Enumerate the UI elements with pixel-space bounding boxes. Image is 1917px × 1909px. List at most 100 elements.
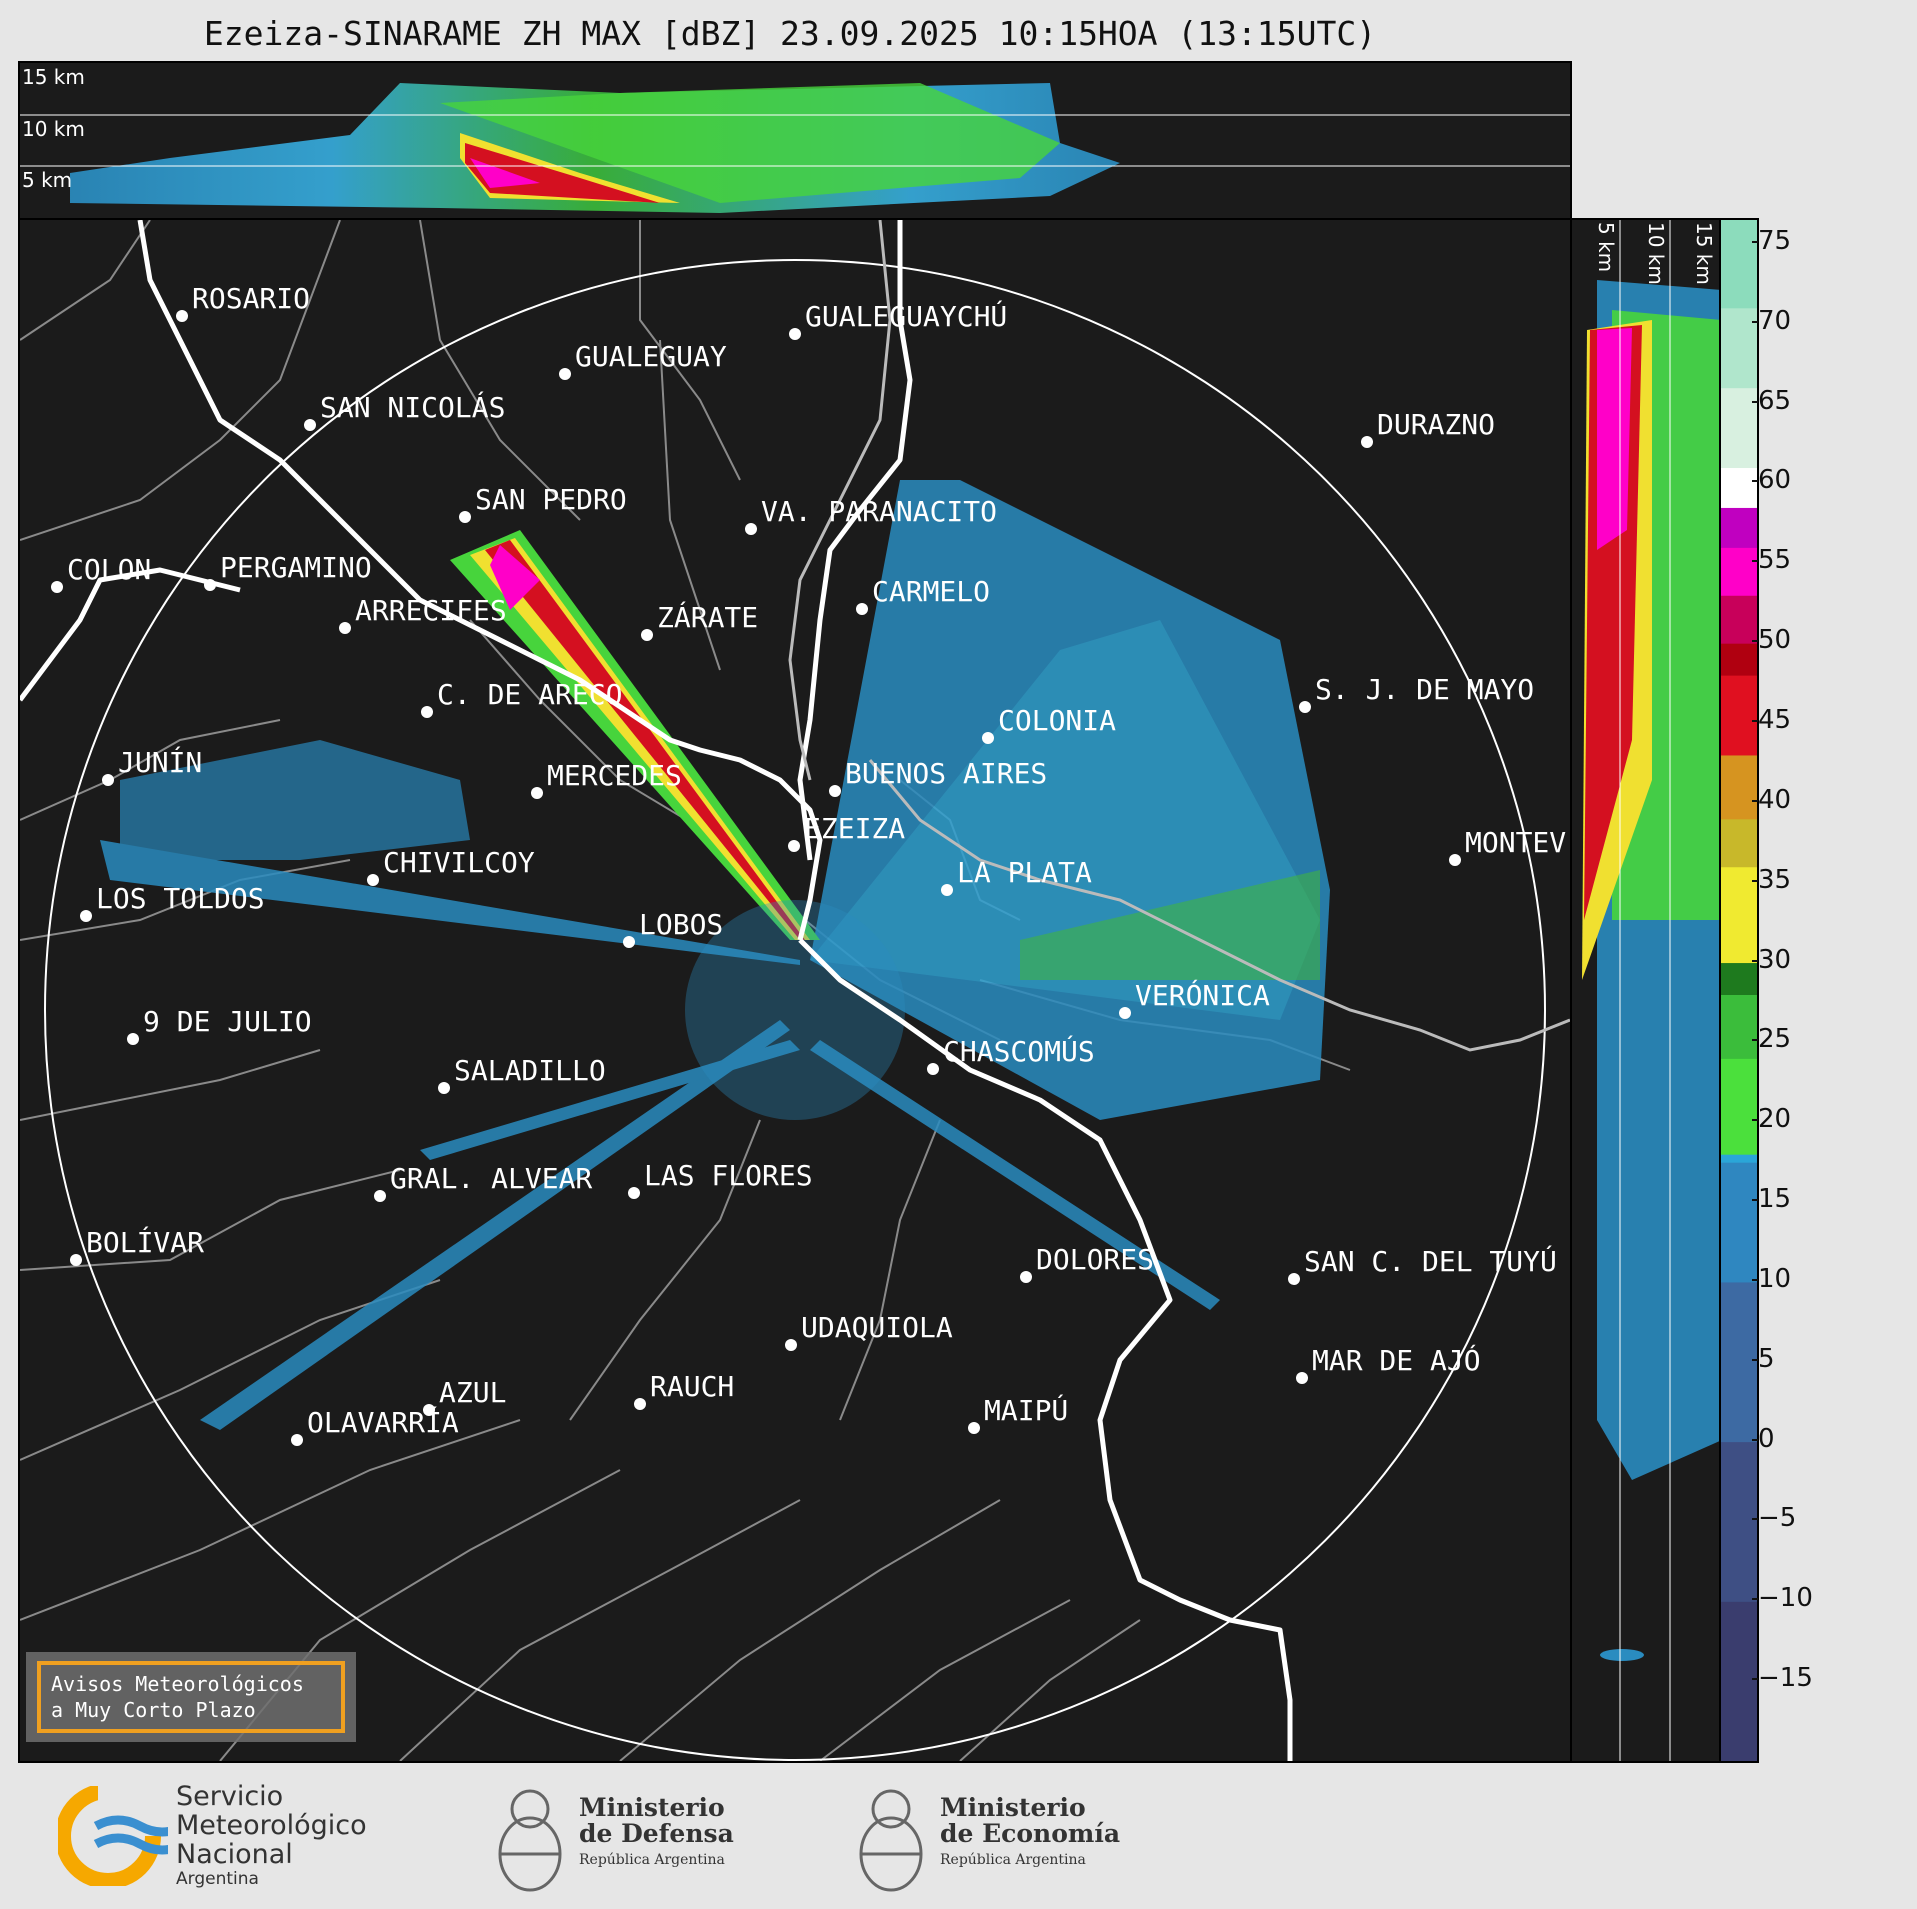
colorbar-bands xyxy=(1721,220,1757,1761)
city-dot xyxy=(641,629,653,641)
city-dot xyxy=(628,1187,640,1199)
city-dot xyxy=(559,368,571,380)
city-marker: LOBOS xyxy=(623,908,723,948)
height-label-15km: 15 km xyxy=(22,65,85,89)
city-label: LA PLATA xyxy=(957,856,1092,889)
city-marker: MONTEV xyxy=(1449,826,1566,866)
city-label: EZEIZA xyxy=(804,812,905,845)
notice-line-1: Avisos Meteorológicos xyxy=(51,1672,304,1696)
top-cross-section-plot xyxy=(20,83,1570,213)
city-marker: RAUCH xyxy=(634,1370,734,1410)
city-marker: MERCEDES xyxy=(531,759,682,799)
city-dot xyxy=(1119,1007,1131,1019)
city-marker: LAS FLORES xyxy=(628,1159,813,1199)
city-label: LAS FLORES xyxy=(644,1159,813,1192)
footer-logos: Servicio Meteorológico Nacional Argentin… xyxy=(0,1762,1917,1909)
colorbar-tick-label: 40 xyxy=(1751,784,1792,815)
city-dot xyxy=(927,1063,939,1075)
city-label: OLAVARRÍA xyxy=(307,1405,459,1439)
city-label: COLON xyxy=(67,553,151,586)
colorbar-tick-label: 10 xyxy=(1751,1263,1792,1294)
city-label: BUENOS AIRES xyxy=(845,757,1047,790)
colorbar-band xyxy=(1721,1441,1757,1602)
notice-line-2: a Muy Corto Plazo xyxy=(51,1698,256,1722)
economia-line-2: de Economía xyxy=(940,1819,1121,1848)
city-marker: CHASCOMÚS xyxy=(927,1034,1095,1075)
city-dot xyxy=(829,785,841,797)
city-marker: COLONIA xyxy=(982,704,1116,744)
city-marker: EZEIZA xyxy=(788,812,905,852)
colorbar-tick-label: 70 xyxy=(1751,305,1792,336)
colorbar-tick-label: 65 xyxy=(1751,385,1792,416)
city-marker: MAR DE AJÓ xyxy=(1296,1343,1481,1384)
city-dot xyxy=(1299,701,1311,713)
city-label: C. DE ARECO xyxy=(437,678,622,711)
city-marker: SAN NICOLÁS xyxy=(304,390,505,431)
side-cross-section-panel: 5 km 10 km 15 km xyxy=(1570,218,1722,1763)
city-label: ZÁRATE xyxy=(657,600,758,634)
city-dot xyxy=(304,419,316,431)
colorbar-tick-label: 15 xyxy=(1751,1184,1792,1215)
city-dot xyxy=(785,1339,797,1351)
city-marker: CHIVILCOY xyxy=(367,846,535,886)
colorbar-band xyxy=(1721,818,1757,868)
city-marker: SAN PEDRO xyxy=(459,483,627,523)
city-dot xyxy=(438,1082,450,1094)
defensa-logo: Ministerio de Defensa República Argentin… xyxy=(495,1774,734,1894)
city-marker: MAIPÚ xyxy=(968,1393,1068,1434)
colorbar-tick-label: 25 xyxy=(1751,1024,1792,1055)
city-marker: PERGAMINO xyxy=(204,551,372,591)
colorbar-tick-label: −5 xyxy=(1751,1503,1797,1534)
city-marker: AZUL xyxy=(423,1376,506,1416)
city-marker: CARMELO xyxy=(856,575,990,615)
colorbar-band xyxy=(1721,307,1757,389)
height-label-5km: 5 km xyxy=(22,168,73,192)
city-label: 9 DE JULIO xyxy=(143,1005,312,1038)
city-marker: C. DE ARECO xyxy=(421,678,622,718)
city-dot xyxy=(423,1404,435,1416)
city-label: PERGAMINO xyxy=(220,551,372,584)
city-dot xyxy=(374,1190,386,1202)
height-label-10km: 10 km xyxy=(22,117,85,141)
colorbar-tick-label: 55 xyxy=(1751,545,1792,576)
colorbar-tick-label: −15 xyxy=(1752,1663,1813,1694)
economia-line-3: República Argentina xyxy=(940,1852,1086,1868)
city-label: AZUL xyxy=(439,1376,506,1409)
city-label: CHIVILCOY xyxy=(383,846,535,879)
top-cross-section-panel: 15 km 10 km 5 km xyxy=(18,61,1572,220)
city-dot xyxy=(204,579,216,591)
coat-of-arms-icon xyxy=(498,1789,562,1892)
city-label: MAIPÚ xyxy=(984,1393,1068,1427)
colorbar-band xyxy=(1721,1281,1757,1443)
city-dot xyxy=(531,787,543,799)
city-dot xyxy=(982,732,994,744)
city-marker: 9 DE JULIO xyxy=(127,1005,312,1045)
city-marker: JUNÍN xyxy=(102,745,202,786)
side-height-label-10km: 10 km xyxy=(1644,222,1668,285)
admin-borders xyxy=(20,220,1351,1761)
river-outline xyxy=(788,220,1570,1052)
economia-line-1: Ministerio xyxy=(940,1793,1086,1822)
economia-logo: Ministerio de Economía República Argenti… xyxy=(856,1774,1120,1894)
city-dot xyxy=(421,706,433,718)
colorbar-tick-label: 75 xyxy=(1751,225,1792,256)
city-label: MERCEDES xyxy=(547,759,682,792)
notice-box[interactable]: Avisos Meteorológicos a Muy Corto Plazo xyxy=(26,1652,356,1742)
defensa-line-1: Ministerio xyxy=(579,1793,725,1822)
colorbar-tick-label: 20 xyxy=(1751,1104,1792,1135)
city-label: COLONIA xyxy=(998,704,1116,737)
city-label: GUALEGUAY xyxy=(575,340,727,373)
defensa-line-3: República Argentina xyxy=(579,1852,725,1868)
city-label: ARRECIFES xyxy=(355,594,507,627)
city-label: S. J. DE MAYO xyxy=(1315,673,1534,706)
colorbar-band xyxy=(1721,220,1757,309)
city-marker: S. J. DE MAYO xyxy=(1299,673,1534,713)
colorbar-band xyxy=(1721,643,1757,676)
city-label: CHASCOMÚS xyxy=(943,1034,1095,1068)
city-dot xyxy=(339,622,351,634)
colorbar-band xyxy=(1721,547,1757,596)
city-label: SAN PEDRO xyxy=(475,483,627,516)
city-marker: LA PLATA xyxy=(941,856,1092,896)
city-dot xyxy=(102,774,114,786)
city-marker: GRAL. ALVEAR xyxy=(374,1162,592,1202)
